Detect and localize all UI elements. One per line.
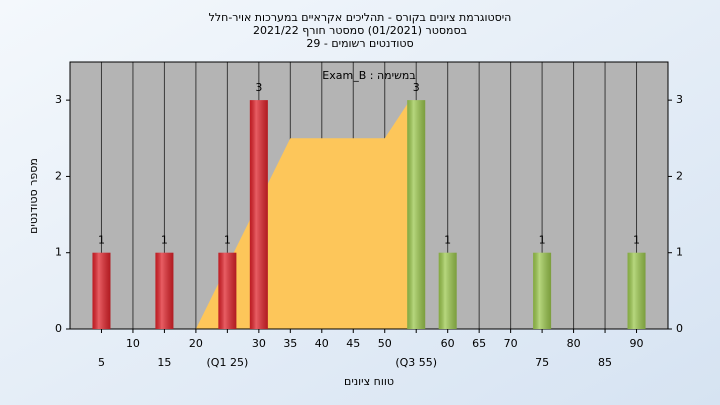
- data-label: 1: [98, 234, 105, 247]
- x-tick-label: 30: [252, 337, 266, 350]
- x-tick-label: 60: [441, 337, 455, 350]
- bar-shade: [407, 100, 426, 330]
- data-label: 1: [224, 234, 231, 247]
- plot-frame: [69, 61, 669, 330]
- data-label: 3: [413, 81, 420, 94]
- bar-shade: [627, 252, 646, 329]
- y-axis-label: מספר סטודנטים: [27, 158, 40, 234]
- y2-tick-label: 0: [676, 322, 683, 335]
- data-label: 1: [444, 234, 451, 247]
- bar-shade: [155, 252, 174, 329]
- y2-tick-label: 1: [676, 246, 683, 259]
- x-tick-label: 15: [157, 356, 171, 369]
- bar-shade: [438, 252, 457, 329]
- x-tick-label: 10: [126, 337, 140, 350]
- x-tick-label: 40: [315, 337, 329, 350]
- y2-tick-label: 3: [676, 93, 683, 106]
- title: היסטוגרמת ציונים בקורס - תהליכים אקראיים…: [209, 11, 512, 24]
- area: [195, 100, 410, 330]
- x-tick-label: 85: [598, 356, 612, 369]
- title: סטודנטים רשומים - 29: [306, 37, 413, 50]
- x-tick-label: 75: [535, 356, 549, 369]
- bar-shade: [249, 100, 268, 330]
- y-tick-label: 2: [55, 169, 62, 182]
- bar-shade: [533, 252, 552, 329]
- x-axis-label: טווח ציונים: [344, 375, 394, 388]
- data-label: 1: [633, 234, 640, 247]
- data-label: 1: [161, 234, 168, 247]
- x-tick-label: 35: [283, 337, 297, 350]
- bar-shade: [92, 252, 111, 329]
- title: בסמסטר (01/2021) סמסטר חורף 2021/22: [253, 24, 467, 37]
- x-tick-label: 80: [567, 337, 581, 350]
- data-label: 1: [539, 234, 546, 247]
- x-tick-label: 70: [504, 337, 518, 350]
- x-tick-label: (Q3 55): [395, 356, 437, 369]
- data-label: 3: [255, 81, 262, 94]
- y-tick-label: 3: [55, 93, 62, 106]
- x-tick-label: 5: [98, 356, 105, 369]
- x-tick-label: 50: [378, 337, 392, 350]
- y-tick-label: 0: [55, 322, 62, 335]
- annotation: במשימה : Exam_B: [322, 69, 415, 82]
- bar-shade: [218, 252, 237, 329]
- x-tick-label: 20: [189, 337, 203, 350]
- x-tick-label: 45: [346, 337, 360, 350]
- y2-tick-label: 2: [676, 169, 683, 182]
- x-tick-label: 65: [472, 337, 486, 350]
- y-tick-label: 1: [55, 246, 62, 259]
- x-tick-label: (Q1 25): [207, 356, 249, 369]
- x-tick-label: 90: [630, 337, 644, 350]
